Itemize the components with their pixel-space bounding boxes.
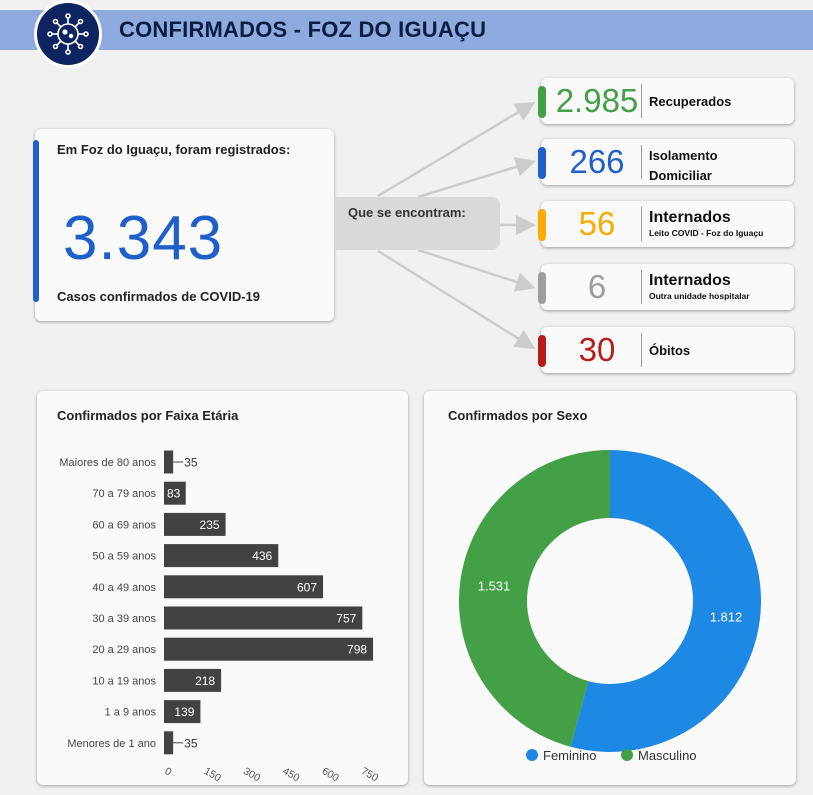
stat-card-isolamento: 266 Isolamento Domiciliar xyxy=(538,139,794,185)
age-axis-tick: 0 xyxy=(163,765,174,778)
stat-card-obitos: 30 Óbitos xyxy=(538,327,794,373)
stat-sublabel: Leito COVID - Foz do Iguaçu xyxy=(649,228,764,238)
total-accent-bar xyxy=(33,140,39,302)
stat-accent-bar xyxy=(538,86,546,118)
stat-separator xyxy=(641,207,642,241)
header-bar xyxy=(0,10,813,50)
sex-chart-title: Confirmados por Sexo xyxy=(448,408,588,423)
legend-item-masculino: Masculino xyxy=(621,748,697,763)
stat-accent-bar xyxy=(538,147,546,179)
legend-swatch xyxy=(621,749,633,761)
age-category-label: Maiores de 80 anos xyxy=(59,457,156,469)
age-axis-tick: 600 xyxy=(320,765,341,784)
age-chart-card: Confirmados por Faixa Etária Maiores de … xyxy=(37,391,408,785)
legend-label: Feminino xyxy=(543,748,597,763)
age-bar-value: 35 xyxy=(184,456,198,470)
age-category-label: 1 a 9 anos xyxy=(105,707,157,719)
age-axis-tick: 450 xyxy=(280,765,301,784)
age-bar-value: 607 xyxy=(297,580,317,594)
age-chart-title: Confirmados por Faixa Etária xyxy=(57,408,239,423)
donut-value-label: 1.812 xyxy=(710,609,743,624)
age-bar-value: 798 xyxy=(347,643,367,657)
stat-separator xyxy=(641,84,642,118)
age-bar-value: 436 xyxy=(252,549,272,563)
stat-card-internados-covid: 56 Internados Leito COVID - Foz do Iguaç… xyxy=(538,201,794,247)
stat-label: Internados xyxy=(649,272,731,289)
flow-label-box: Que se encontram: xyxy=(334,197,500,250)
stat-value: 6 xyxy=(587,268,607,305)
stat-value: 30 xyxy=(578,331,616,368)
stat-label: Isolamento Domiciliar xyxy=(649,148,718,183)
stat-value: 2.985 xyxy=(555,82,639,119)
virus-icon xyxy=(34,0,102,68)
age-bar-value: 83 xyxy=(167,487,181,501)
total-cases-card: Em Foz do Iguaçu, foram registrados: 3.3… xyxy=(33,129,334,321)
stat-value: 266 xyxy=(569,143,625,180)
donut-value-label: 1.531 xyxy=(478,579,511,594)
flow-arrow-internados-outra xyxy=(417,248,536,292)
donut-slice-feminino xyxy=(570,450,762,752)
age-category-label: 50 a 59 anos xyxy=(92,551,156,563)
age-bar xyxy=(164,731,174,755)
age-axis-tick: 300 xyxy=(241,765,262,784)
age-bar xyxy=(164,700,201,724)
stat-card-internados-outra: 6 Internados Outra unidade hospitalar xyxy=(538,264,794,310)
age-bar xyxy=(164,606,363,630)
age-bar-value: 757 xyxy=(336,612,356,626)
stat-separator xyxy=(641,145,642,179)
age-category-label: 20 a 29 anos xyxy=(92,644,156,656)
age-bar xyxy=(164,668,222,692)
sex-donut-chart: 1.812 1.531 xyxy=(459,450,762,752)
stat-label: Recuperados xyxy=(649,94,732,109)
age-bar xyxy=(164,481,186,505)
total-cases-value: 3.343 xyxy=(63,204,224,273)
stat-accent-bar xyxy=(538,209,546,241)
total-cases-caption: Casos confirmados de COVID-19 xyxy=(57,289,260,304)
age-bar-value: 139 xyxy=(174,705,194,719)
age-bar-chart: Maiores de 80 anos 35 70 a 79 anos 83 60 a 6… xyxy=(59,450,380,784)
flow-label: Que se encontram: xyxy=(348,205,466,220)
flow-arrow-recuperados xyxy=(377,101,536,198)
age-bar-value: 35 xyxy=(184,736,198,750)
age-bar xyxy=(164,575,324,599)
legend-label: Masculino xyxy=(638,748,697,763)
stat-value: 56 xyxy=(578,205,616,242)
age-bar xyxy=(164,637,374,661)
stat-accent-bar xyxy=(538,335,546,367)
donut-slice-masculino xyxy=(459,450,610,747)
age-bar xyxy=(164,512,226,536)
age-category-label: 30 a 39 anos xyxy=(92,613,156,625)
legend-swatch xyxy=(526,749,538,761)
age-axis-tick: 750 xyxy=(359,765,380,784)
stat-label: Óbitos xyxy=(649,343,691,358)
age-category-label: 40 a 49 anos xyxy=(92,582,156,594)
age-bar xyxy=(164,544,279,568)
flow-arrow-obitos xyxy=(377,249,536,350)
age-bar xyxy=(164,450,174,474)
total-intro: Em Foz do Iguaçu, foram registrados: xyxy=(57,142,291,157)
age-category-label: 70 a 79 anos xyxy=(92,488,156,500)
age-axis-tick: 150 xyxy=(202,765,223,784)
age-category-label: 60 a 69 anos xyxy=(92,519,156,531)
stat-accent-bar xyxy=(538,272,546,304)
legend-item-feminino: Feminino xyxy=(526,748,596,763)
stat-card-recuperados: 2.985 Recuperados xyxy=(538,78,794,124)
stat-sublabel: Outra unidade hospitalar xyxy=(649,291,750,301)
age-category-label: 10 a 19 anos xyxy=(92,675,156,687)
page-title: CONFIRMADOS - FOZ DO IGUAÇU xyxy=(119,17,487,42)
age-bar-value: 235 xyxy=(200,518,220,532)
stat-label: Internados xyxy=(649,209,731,226)
age-bar-value: 218 xyxy=(195,674,215,688)
stat-separator xyxy=(641,270,642,304)
age-category-label: Menores de 1 ano xyxy=(67,738,156,750)
stat-separator xyxy=(641,333,642,367)
sex-chart-card: Confirmados por Sexo 1.812 1.531 Feminino… xyxy=(424,391,796,785)
flow-arrow-isolamento xyxy=(417,157,536,199)
